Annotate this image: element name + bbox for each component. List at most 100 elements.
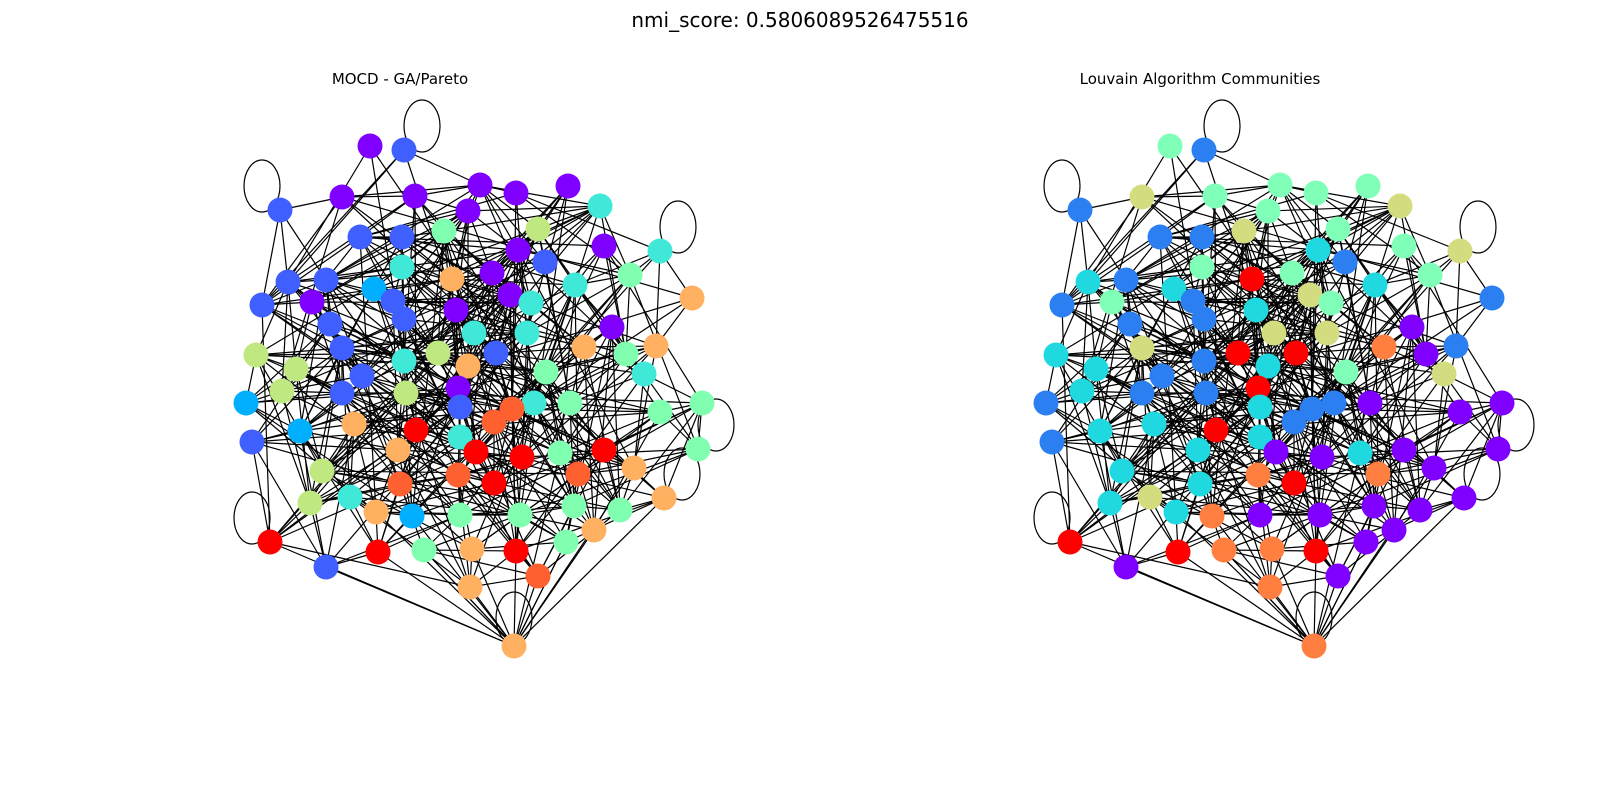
graph-node bbox=[329, 380, 355, 406]
louvain-nodes bbox=[1033, 133, 1515, 659]
edge bbox=[1055, 354, 1111, 504]
edge bbox=[569, 402, 661, 413]
edge bbox=[341, 347, 461, 408]
graph-node bbox=[1083, 356, 1109, 382]
graph-node bbox=[1309, 444, 1335, 470]
edge bbox=[361, 375, 513, 410]
edge bbox=[467, 205, 601, 212]
graph-node bbox=[443, 297, 469, 323]
edge bbox=[1330, 302, 1457, 347]
edge bbox=[1081, 390, 1111, 504]
edge bbox=[1051, 441, 1071, 543]
edge bbox=[1223, 549, 1339, 577]
edge bbox=[471, 548, 515, 647]
edge bbox=[1251, 278, 1376, 286]
graph-node bbox=[1267, 172, 1293, 198]
edge bbox=[1173, 288, 1205, 362]
edge bbox=[397, 449, 461, 516]
graph-node bbox=[651, 485, 677, 511]
edge bbox=[1326, 274, 1431, 334]
graph-node bbox=[1231, 218, 1257, 244]
edge bbox=[593, 326, 613, 531]
self-loop-edge bbox=[1463, 447, 1501, 501]
edge bbox=[1121, 470, 1273, 550]
graph-node bbox=[1033, 390, 1059, 416]
graph-node bbox=[1307, 502, 1333, 528]
edge bbox=[479, 184, 546, 263]
edge bbox=[325, 236, 403, 281]
edge bbox=[1045, 402, 1213, 517]
graph-node bbox=[561, 493, 587, 519]
edge bbox=[1237, 230, 1245, 354]
edge bbox=[359, 236, 519, 251]
edge bbox=[1069, 449, 1199, 543]
edge bbox=[397, 449, 567, 543]
graph-node bbox=[365, 539, 391, 565]
graph-node bbox=[525, 563, 551, 589]
graph-node bbox=[514, 320, 540, 346]
edge bbox=[1319, 402, 1371, 516]
edge bbox=[1109, 436, 1261, 504]
edge bbox=[1087, 266, 1203, 283]
edge bbox=[1311, 408, 1317, 552]
edge bbox=[1293, 284, 1376, 484]
edge bbox=[1051, 441, 1199, 451]
graph-node bbox=[363, 499, 389, 525]
edge bbox=[321, 365, 469, 472]
edge bbox=[1383, 346, 1421, 511]
edge bbox=[1313, 541, 1367, 647]
edge bbox=[574, 284, 579, 475]
edge bbox=[1455, 250, 1461, 347]
graph-node bbox=[1318, 290, 1344, 316]
graph-node bbox=[525, 216, 551, 242]
edge bbox=[467, 294, 511, 367]
graph-node bbox=[1255, 353, 1281, 379]
edge bbox=[1344, 261, 1371, 404]
edge bbox=[255, 347, 343, 356]
edge bbox=[321, 470, 575, 507]
graph-node bbox=[1361, 493, 1387, 519]
graph-node bbox=[685, 436, 711, 462]
edge bbox=[511, 284, 576, 410]
graph-node bbox=[1149, 363, 1175, 389]
graph-node bbox=[309, 458, 335, 484]
edge bbox=[1275, 402, 1371, 453]
edge bbox=[1061, 304, 1071, 543]
graph-node bbox=[557, 390, 583, 416]
edge bbox=[513, 550, 517, 647]
graph-node bbox=[1355, 173, 1381, 199]
edge bbox=[1125, 266, 1203, 281]
edge bbox=[245, 402, 413, 517]
graph-node bbox=[1243, 297, 1269, 323]
graph-node bbox=[1191, 137, 1217, 163]
edge bbox=[321, 470, 473, 550]
graph-node bbox=[591, 437, 617, 463]
edge bbox=[511, 408, 517, 552]
edge bbox=[437, 230, 445, 354]
graph-node bbox=[591, 233, 617, 259]
graph-node bbox=[1489, 390, 1515, 416]
edge bbox=[513, 497, 665, 647]
edge bbox=[1173, 288, 1207, 394]
edge bbox=[309, 406, 461, 504]
graph-node bbox=[497, 282, 523, 308]
edge bbox=[321, 347, 343, 472]
edge bbox=[1374, 250, 1461, 286]
edge bbox=[1271, 548, 1315, 647]
edge bbox=[655, 250, 661, 347]
edge bbox=[1203, 149, 1281, 186]
graph-node bbox=[447, 424, 473, 450]
edge bbox=[493, 284, 576, 484]
edge bbox=[457, 474, 471, 588]
edge bbox=[1069, 541, 1271, 588]
edge bbox=[569, 373, 645, 404]
graph-node bbox=[555, 173, 581, 199]
graph-node bbox=[1281, 470, 1307, 496]
edge bbox=[495, 352, 645, 375]
edge bbox=[251, 441, 399, 451]
edge bbox=[299, 430, 399, 451]
edge bbox=[411, 449, 605, 517]
graph-node bbox=[337, 484, 363, 510]
graph-node bbox=[1391, 437, 1417, 463]
graph-node bbox=[1147, 224, 1173, 250]
